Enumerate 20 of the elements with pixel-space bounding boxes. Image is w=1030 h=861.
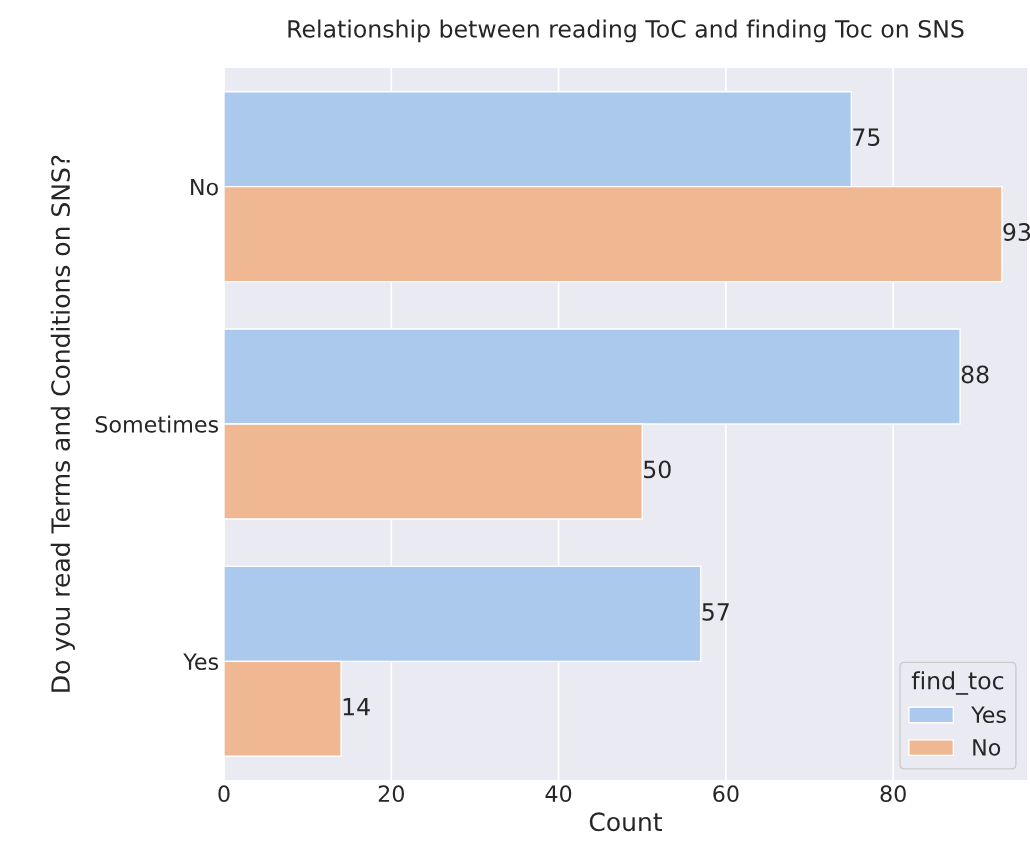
y-tick-label: Sometimes <box>95 415 219 433</box>
x-tick-label: 60 <box>713 785 739 803</box>
x-tick-label: 0 <box>218 785 230 803</box>
data-label: 14 <box>343 698 370 716</box>
legend-label: No <box>973 739 1001 756</box>
y-tick-label: Yes <box>183 653 219 671</box>
y-tick-label: No <box>191 178 218 196</box>
x-tick-label: 40 <box>545 785 572 803</box>
data-label: 93 <box>1003 223 1030 241</box>
x-axis-title: Count <box>589 812 663 832</box>
x-tick-label: 20 <box>378 785 404 803</box>
legend-title: find_toc <box>911 671 1004 695</box>
data-label: 88 <box>961 365 989 384</box>
x-tick-label: 80 <box>880 785 906 803</box>
data-label: 57 <box>702 603 729 621</box>
data-label: 50 <box>644 460 671 479</box>
chart-title: Relationship between reading ToC and finding Toc on SNS <box>288 19 964 43</box>
data-label: 75 <box>853 128 880 147</box>
legend-label: Yes <box>971 706 1006 724</box>
y-axis-title: Do you read Terms and Conditions on SNS? <box>50 155 75 692</box>
